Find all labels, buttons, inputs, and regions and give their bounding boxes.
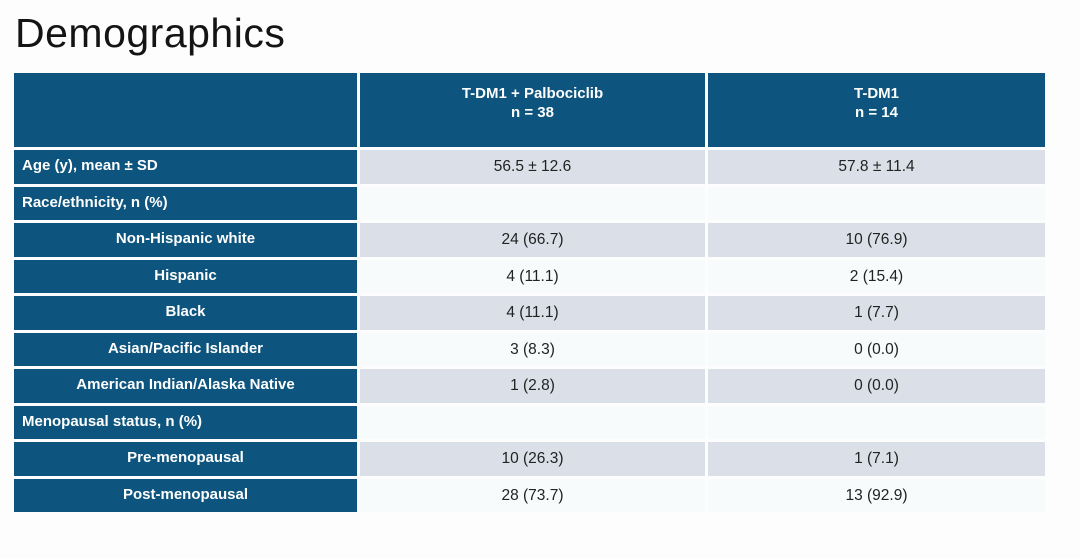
page-title: Demographics bbox=[15, 10, 286, 56]
value-cell: 1 (7.7) bbox=[708, 296, 1045, 330]
row-label-hispanic: Hispanic bbox=[14, 259, 357, 293]
value-cell: 3 (8.3) bbox=[360, 332, 705, 366]
row-label-non-hispanic-white: Non-Hispanic white bbox=[14, 223, 357, 257]
value-cell bbox=[360, 405, 705, 439]
value-cell: 2 (15.4) bbox=[708, 259, 1045, 293]
col-header-treatment: T-DM1 bbox=[854, 85, 899, 103]
row-label-american-indian-alaska-native: American Indian/Alaska Native bbox=[14, 369, 357, 403]
value-cell: 10 (76.9) bbox=[708, 223, 1045, 257]
corner-header-cell bbox=[14, 73, 357, 147]
value-cell bbox=[708, 186, 1045, 220]
value-cell: 4 (11.1) bbox=[360, 296, 705, 330]
value-cell: 0 (0.0) bbox=[708, 332, 1045, 366]
row-label-menopausal-status: Menopausal status, n (%) bbox=[14, 405, 357, 439]
value-cell: 1 (7.1) bbox=[708, 442, 1045, 476]
value-cell: 24 (66.7) bbox=[360, 223, 705, 257]
row-label-asian-pacific-islander: Asian/Pacific Islander bbox=[14, 332, 357, 366]
value-cell bbox=[708, 405, 1045, 439]
value-cell: 4 (11.1) bbox=[360, 259, 705, 293]
value-cell: 56.5 ± 12.6 bbox=[360, 150, 705, 184]
col-header-n: n = 38 bbox=[511, 104, 554, 121]
value-cell bbox=[360, 186, 705, 220]
value-cell: 28 (73.7) bbox=[360, 478, 705, 512]
col-header-tdm1-palbociclib: T-DM1 + Palbociclib n = 38 bbox=[360, 73, 705, 147]
value-cell: 57.8 ± 11.4 bbox=[708, 150, 1045, 184]
row-label-post-menopausal: Post-menopausal bbox=[14, 478, 357, 512]
col-header-n: n = 14 bbox=[855, 104, 898, 121]
row-label-race-ethnicity: Race/ethnicity, n (%) bbox=[14, 186, 357, 220]
row-label-black: Black bbox=[14, 296, 357, 330]
demographics-table: T-DM1 + Palbociclib n = 38 T-DM1 n = 14 … bbox=[14, 73, 1045, 512]
row-label-age: Age (y), mean ± SD bbox=[14, 150, 357, 184]
value-cell: 10 (26.3) bbox=[360, 442, 705, 476]
value-cell: 0 (0.0) bbox=[708, 369, 1045, 403]
row-label-pre-menopausal: Pre-menopausal bbox=[14, 442, 357, 476]
col-header-treatment: T-DM1 + Palbociclib bbox=[461, 85, 604, 103]
col-header-tdm1: T-DM1 n = 14 bbox=[708, 73, 1045, 147]
value-cell: 1 (2.8) bbox=[360, 369, 705, 403]
value-cell: 13 (92.9) bbox=[708, 478, 1045, 512]
